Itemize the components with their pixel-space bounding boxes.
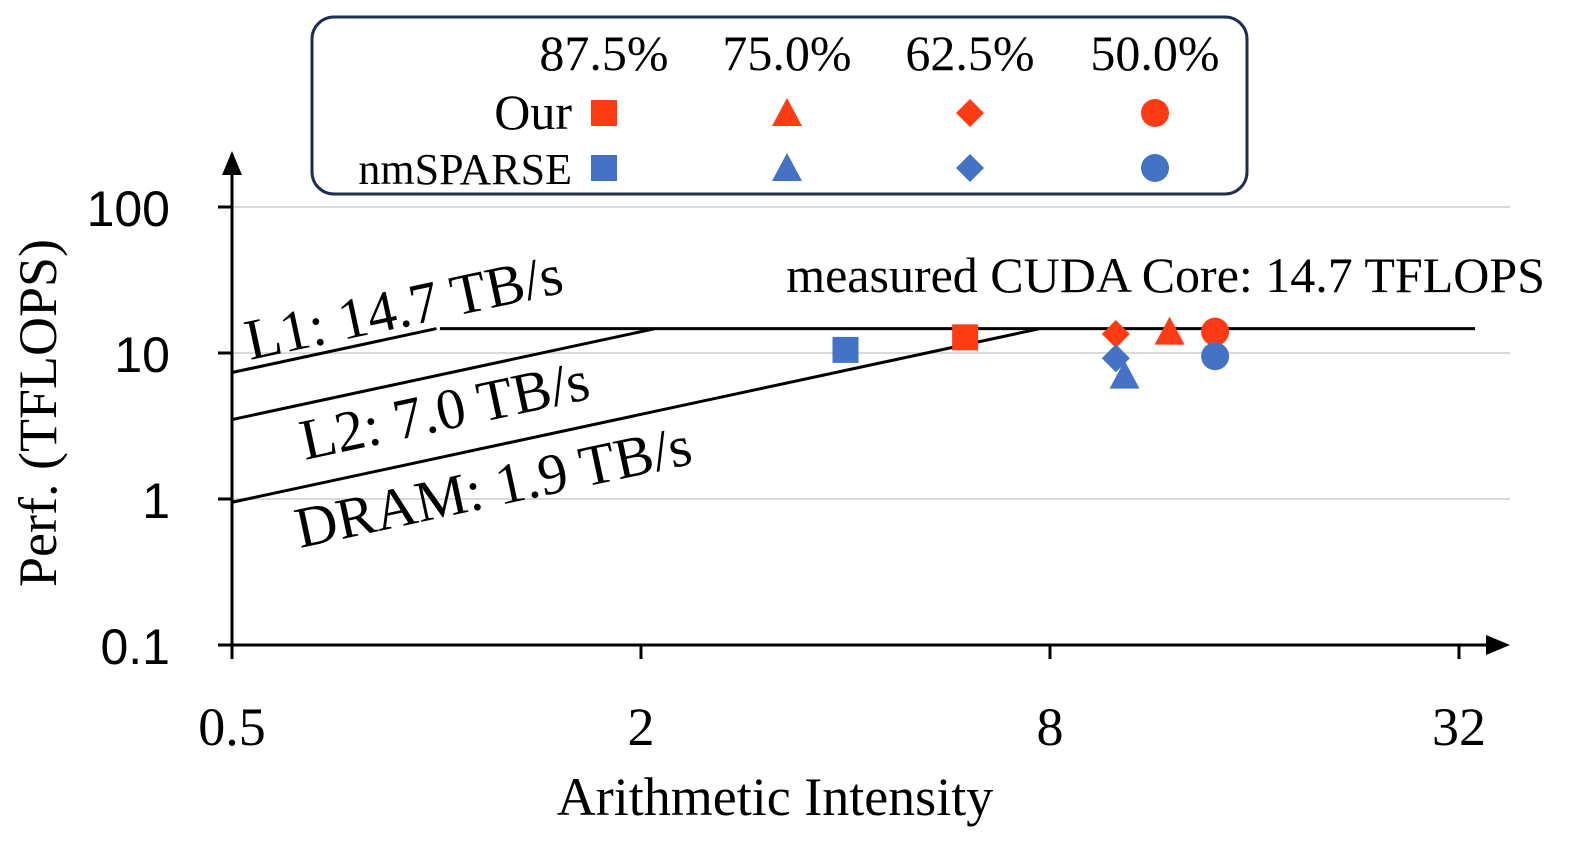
point-nmsparse-diamond	[1101, 344, 1130, 373]
bandwidth-roof-line-l2	[231, 327, 656, 422]
point-nmsparse-circle	[1201, 342, 1230, 371]
bandwidth-roof-line-dram	[231, 327, 1041, 504]
point-our-triangle	[1154, 316, 1185, 345]
bandwidth-roof-line-l1	[231, 327, 437, 374]
legend-marker-circle	[1141, 99, 1169, 127]
legend-marker-square	[591, 100, 617, 126]
x-tick-label: 2	[628, 697, 655, 757]
data-points	[832, 316, 1230, 389]
legend-row-label: Our	[494, 84, 572, 140]
y-tick-label: 1	[142, 473, 170, 529]
axes	[222, 151, 1510, 655]
legend-marker-circle	[1141, 154, 1169, 182]
legend-marker-triangle	[772, 98, 802, 126]
point-our-circle	[1201, 317, 1230, 346]
legend-column-header: 75.0%	[722, 25, 851, 81]
point-our-diamond	[1101, 319, 1130, 348]
x-tick-label: 32	[1432, 697, 1486, 757]
y-tick-label: 0.1	[100, 619, 170, 675]
x-axis-arrow	[1486, 635, 1510, 655]
x-axis-title: Arithmetic Intensity	[557, 767, 993, 827]
y-tick-label: 10	[114, 327, 170, 383]
legend: 87.5% 75.0% 62.5% 50.0% Our nmSPARSE	[310, 15, 1249, 196]
y-tick-label: 100	[87, 181, 170, 237]
point-nmsparse-square	[832, 336, 859, 363]
legend-marker-diamond	[956, 99, 984, 127]
legend-box	[310, 15, 1249, 196]
legend-column-header: 87.5%	[539, 25, 668, 81]
y-axis-arrow	[222, 151, 242, 175]
y-axis-title: Perf. (TFLOPS)	[8, 239, 68, 587]
point-our-square	[952, 324, 979, 351]
legend-marker-diamond	[956, 154, 984, 182]
tick-labels: 0.5 2 8 32 0.1 1 10 100	[87, 181, 1486, 757]
legend-column-header: 50.0%	[1090, 25, 1219, 81]
compute-roof-label: measured CUDA Core: 14.7 TFLOPS	[786, 247, 1545, 303]
legend-marker-triangle	[772, 153, 802, 181]
point-nmsparse-triangle	[1109, 360, 1140, 389]
x-tick-label: 0.5	[198, 697, 266, 757]
gridlines	[232, 206, 1510, 500]
legend-row-label: nmSPARSE	[358, 145, 572, 194]
legend-marker-square	[591, 155, 617, 181]
legend-column-header: 62.5%	[905, 25, 1034, 81]
x-tick-label: 8	[1037, 697, 1064, 757]
